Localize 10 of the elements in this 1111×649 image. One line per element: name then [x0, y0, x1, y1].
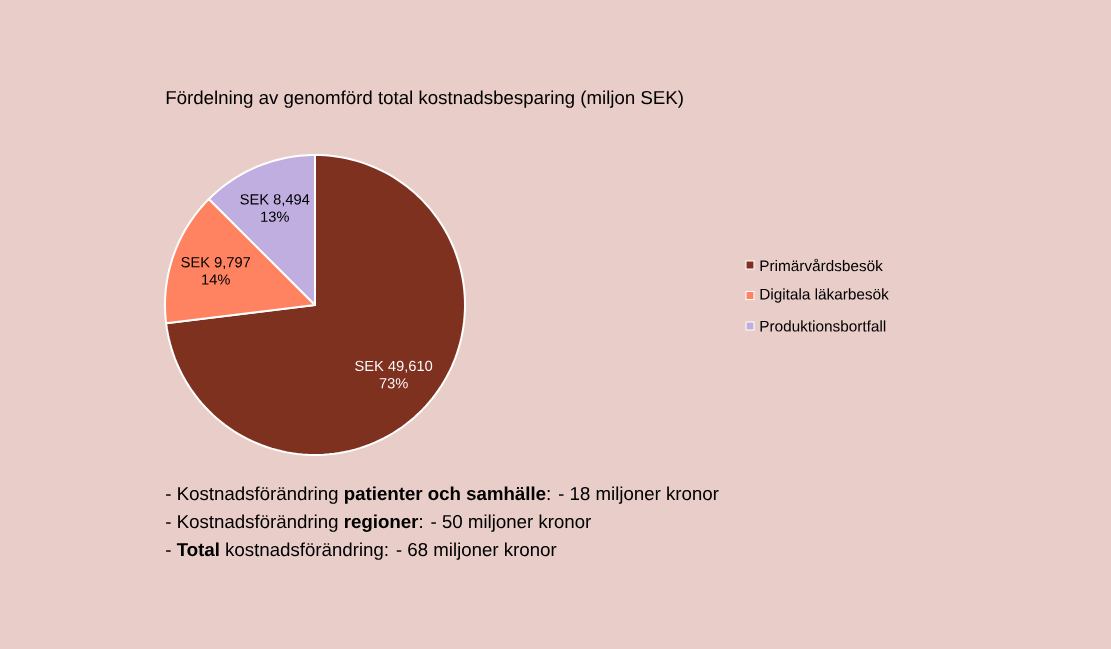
chart-title: Fördelning av genomförd total kostnadsbesparing (miljon SEK) — [166, 90, 683, 108]
text: - Kostnadsförändring regioner: - 50 miljoner kronor — [166, 514, 591, 532]
legend-label: Primärvårdsbesök — [760, 258, 883, 272]
text: - Kostnadsförändring patienter och samhälle: - 18 miljoner kronor — [166, 486, 719, 504]
legend-label: Produktionsbortfall — [760, 320, 886, 332]
text: - Total kostnadsförändring: - 68 miljoner kronor — [166, 542, 557, 560]
legend-label: Digitala läkarbesök — [760, 288, 889, 303]
data-label: SEK 9,797 14% — [181, 257, 251, 285]
data-label: SEK 49,610 73% — [355, 360, 433, 389]
data-label: SEK 8,494 13% — [240, 194, 310, 222]
